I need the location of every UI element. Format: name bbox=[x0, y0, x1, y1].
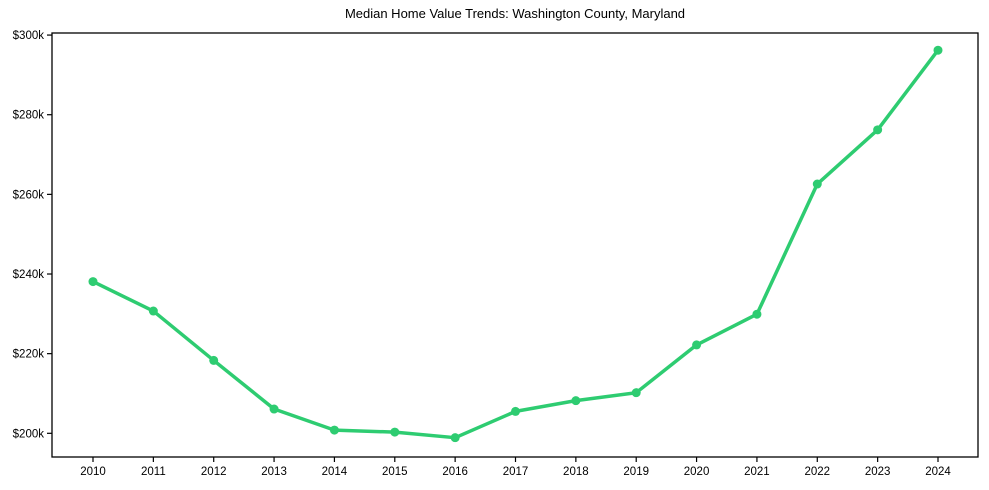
x-axis-tick-label: 2012 bbox=[201, 466, 227, 478]
data-point-2024 bbox=[933, 45, 943, 55]
y-axis-tick-label: $280k bbox=[13, 110, 45, 122]
x-axis-tick-label: 2016 bbox=[442, 466, 468, 478]
plot-border bbox=[51, 32, 979, 458]
x-axis-tick-label: 2015 bbox=[382, 466, 408, 478]
data-point-2017 bbox=[511, 406, 520, 416]
y-axis-tick-label: $220k bbox=[13, 349, 45, 361]
x-axis-tick-label: 2011 bbox=[141, 466, 166, 478]
data-point-2016 bbox=[450, 433, 460, 443]
data-point-2010 bbox=[88, 277, 98, 287]
data-point-2021 bbox=[752, 309, 762, 319]
data-point-2020 bbox=[692, 340, 702, 350]
x-axis-tick-label: 2014 bbox=[322, 466, 348, 478]
x-axis-tick-label: 2010 bbox=[80, 466, 106, 478]
y-axis-tick-label: $240k bbox=[13, 269, 45, 281]
x-axis-tick-label: 2022 bbox=[804, 466, 830, 478]
x-axis-tick-label: 2023 bbox=[865, 466, 891, 478]
chart-title: Median Home Value Trends: Washington Cou… bbox=[344, 6, 686, 21]
x-axis-tick-label: 2021 bbox=[744, 466, 770, 478]
x-axis-tick-label: 2020 bbox=[684, 466, 710, 478]
data-point-2014 bbox=[329, 425, 339, 435]
data-point-2018 bbox=[571, 396, 581, 406]
x-axis-tick-label: 2018 bbox=[563, 466, 589, 478]
y-axis-tick-label: $260k bbox=[13, 189, 45, 201]
data-point-2011 bbox=[148, 306, 158, 316]
data-point-2023 bbox=[873, 125, 883, 135]
x-axis-tick-label: 2019 bbox=[623, 466, 649, 478]
x-axis-tick-label: 2024 bbox=[925, 466, 951, 478]
y-axis-tick-label: $200k bbox=[13, 428, 45, 440]
data-point-2015 bbox=[390, 427, 400, 437]
data-point-2022 bbox=[812, 179, 822, 189]
trend-line bbox=[91, 48, 940, 440]
x-axis-tick-label: 2013 bbox=[261, 466, 287, 478]
y-axis-tick-label: $300k bbox=[13, 30, 45, 42]
data-point-2013 bbox=[269, 404, 279, 414]
data-point-2012 bbox=[209, 355, 219, 365]
data-point-2019 bbox=[631, 388, 641, 398]
x-axis-tick-label: 2017 bbox=[503, 466, 529, 478]
